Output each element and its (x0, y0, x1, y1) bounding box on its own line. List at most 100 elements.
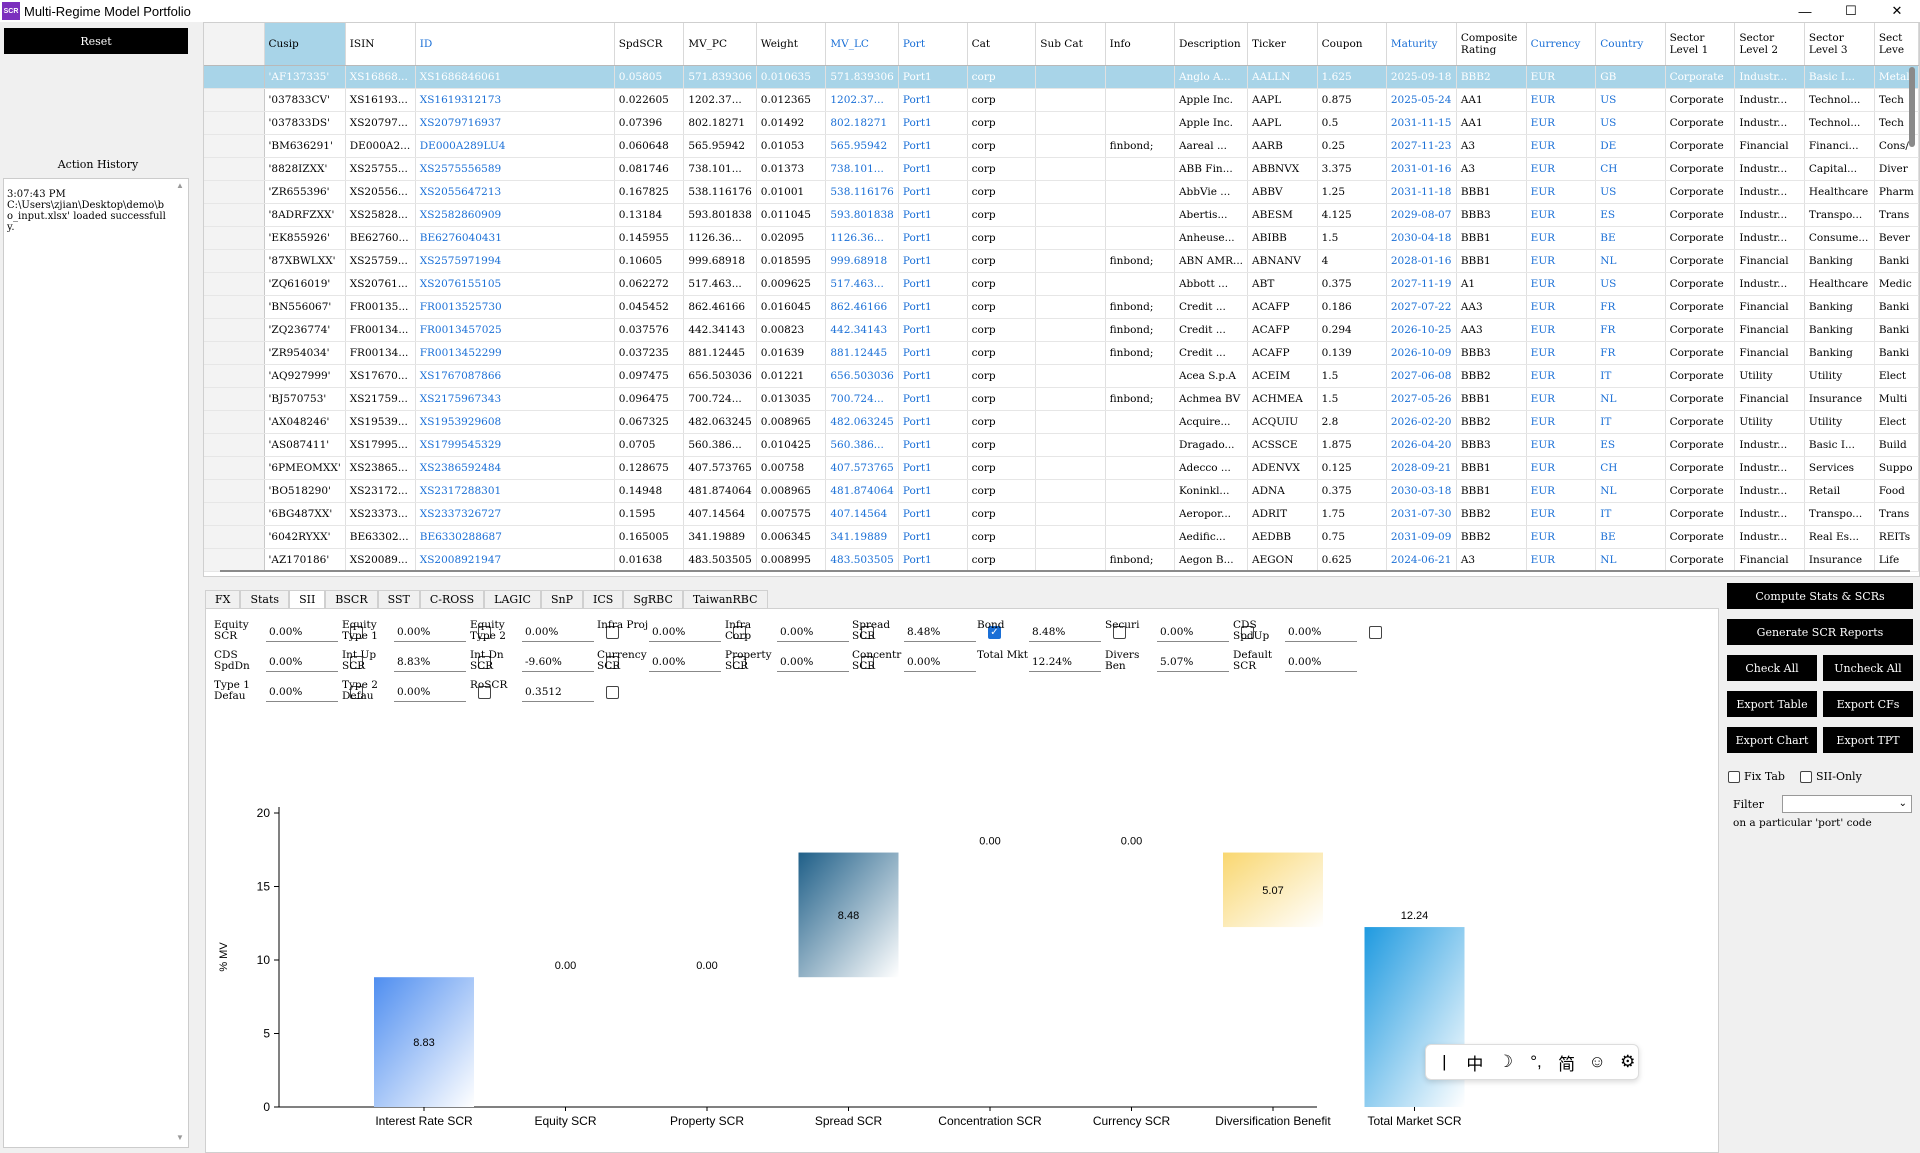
table-row[interactable]: '6PMEOMXX' XS23865... XS2386592484 0.128675… (204, 456, 1919, 480)
table-cell[interactable]: US (1595, 272, 1666, 296)
table-cell[interactable]: Banking (1804, 249, 1875, 273)
table-cell[interactable]: US (1595, 88, 1666, 112)
table-cell[interactable]: 560.386... (825, 433, 899, 457)
table-cell[interactable]: finbond; (1105, 295, 1175, 319)
table-cell[interactable]: EUR (1526, 272, 1597, 296)
column-header-14[interactable]: Coupon (1317, 23, 1387, 66)
reset-button[interactable]: Reset (4, 28, 188, 54)
table-cell[interactable]: XS2055647213 (415, 180, 615, 204)
table-cell[interactable]: 0.006345 (756, 525, 827, 549)
table-cell[interactable]: '87XBWLXX' (264, 249, 346, 273)
table-cell[interactable] (1035, 272, 1106, 296)
table-cell[interactable]: Port1 (898, 502, 968, 526)
table-cell[interactable]: 3.375 (1317, 157, 1387, 181)
table-cell[interactable]: Credit ... (1174, 318, 1249, 342)
table-cell[interactable]: Banking (1804, 341, 1875, 365)
table-cell[interactable]: Industr... (1734, 203, 1805, 227)
table-cell[interactable]: XS20089... (345, 548, 416, 572)
concentr-scr-input[interactable] (904, 653, 976, 672)
table-cell[interactable]: Credit ... (1174, 341, 1249, 365)
table-cell[interactable]: Cons/ (1874, 134, 1919, 158)
table-cell[interactable]: corp (967, 341, 1037, 365)
table-cell[interactable]: 'BJ570753' (264, 387, 346, 411)
table-cell[interactable]: corp (967, 548, 1037, 572)
table-cell[interactable]: '6PMEOMXX' (264, 456, 346, 480)
table-cell[interactable]: ES (1595, 203, 1666, 227)
table-cell[interactable]: Corporate (1665, 364, 1736, 388)
table-cell[interactable]: 0.75 (1317, 525, 1387, 549)
table-cell[interactable]: EUR (1526, 65, 1597, 89)
table-cell[interactable]: ABB Fin... (1174, 157, 1249, 181)
equity-type-1-input[interactable] (394, 623, 466, 642)
table-cell[interactable]: XS2317288301 (415, 479, 615, 503)
column-header-15[interactable]: Maturity (1386, 23, 1457, 66)
table-cell[interactable]: 'EK855926' (264, 226, 346, 250)
table-cell[interactable]: Port1 (898, 364, 968, 388)
table-cell[interactable]: 2027-05-26 (1386, 387, 1457, 411)
table-cell[interactable]: Corporate (1665, 410, 1736, 434)
column-header-17[interactable]: Currency (1526, 23, 1597, 66)
table-cell[interactable] (1035, 111, 1106, 135)
row-header[interactable] (204, 226, 265, 250)
table-cell[interactable]: 560.386... (683, 433, 757, 457)
table-cell[interactable]: ES (1595, 433, 1666, 457)
table-cell[interactable]: FR (1595, 295, 1666, 319)
table-cell[interactable]: corp (967, 387, 1037, 411)
table-cell[interactable]: finbond; (1105, 134, 1175, 158)
table-cell[interactable]: 881.12445 (825, 341, 899, 365)
tab-ics[interactable]: ICS (583, 590, 624, 608)
table-cell[interactable]: Financial (1734, 387, 1805, 411)
table-cell[interactable]: Life (1874, 548, 1919, 572)
table-cell[interactable]: XS23865... (345, 456, 416, 480)
table-cell[interactable]: 442.34143 (683, 318, 757, 342)
column-header-3[interactable]: ID (415, 23, 615, 66)
table-cell[interactable]: 2030-04-18 (1386, 226, 1457, 250)
table-cell[interactable] (1035, 134, 1106, 158)
table-cell[interactable]: 0.007575 (756, 502, 827, 526)
table-cell[interactable]: 0.186 (1317, 295, 1387, 319)
table-cell[interactable] (1035, 410, 1106, 434)
table-cell[interactable]: XS25755... (345, 157, 416, 181)
table-cell[interactable]: Financial (1734, 134, 1805, 158)
table-cell[interactable]: 0.011045 (756, 203, 827, 227)
table-cell[interactable]: Utility (1804, 410, 1875, 434)
column-header-5[interactable]: MV_PC (683, 23, 757, 66)
table-cell[interactable] (1105, 410, 1175, 434)
row-header[interactable] (204, 387, 265, 411)
table-cell[interactable]: 407.573765 (683, 456, 757, 480)
table-cell[interactable]: AA1 (1456, 111, 1527, 135)
table-cell[interactable]: 0.1595 (614, 502, 685, 526)
tab-sii[interactable]: SII (289, 590, 326, 608)
table-cell[interactable]: Consume... (1804, 226, 1875, 250)
table-cell[interactable]: FR00134... (345, 341, 416, 365)
table-cell[interactable]: '8ADRFZXX' (264, 203, 346, 227)
equity-scr-checkbox[interactable] (350, 626, 363, 639)
tab-lagic[interactable]: LAGIC (484, 590, 541, 608)
table-cell[interactable]: Port1 (898, 433, 968, 457)
table-cell[interactable]: IT (1595, 502, 1666, 526)
table-cell[interactable]: XS1686846061 (415, 65, 615, 89)
table-cell[interactable]: 0.01053 (756, 134, 827, 158)
table-cell[interactable]: Acquire... (1174, 410, 1249, 434)
tab-c-ross[interactable]: C-ROSS (419, 590, 485, 608)
table-cell[interactable]: 881.12445 (683, 341, 757, 365)
table-cell[interactable]: Corporate (1665, 502, 1736, 526)
table-cell[interactable] (1035, 456, 1106, 480)
table-cell[interactable]: 862.46166 (825, 295, 899, 319)
table-cell[interactable] (1035, 65, 1106, 89)
table-cell[interactable]: 0.013035 (756, 387, 827, 411)
table-cell[interactable]: 1126.36... (683, 226, 757, 250)
table-cell[interactable]: 341.19889 (825, 525, 899, 549)
table-cell[interactable]: Port1 (898, 88, 968, 112)
table-cell[interactable]: Port1 (898, 318, 968, 342)
equity-type-1-checkbox[interactable] (478, 626, 491, 639)
table-cell[interactable]: Port1 (898, 525, 968, 549)
table-cell[interactable]: Port1 (898, 548, 968, 572)
row-header[interactable] (204, 88, 265, 112)
column-header-19[interactable]: Sector Level 1 (1665, 23, 1736, 66)
table-cell[interactable]: 2031-11-15 (1386, 111, 1457, 135)
table-cell[interactable]: ABN AMR... (1174, 249, 1249, 273)
table-cell[interactable]: EUR (1526, 433, 1597, 457)
table-cell[interactable]: 2027-11-19 (1386, 272, 1457, 296)
table-cell[interactable] (1035, 203, 1106, 227)
